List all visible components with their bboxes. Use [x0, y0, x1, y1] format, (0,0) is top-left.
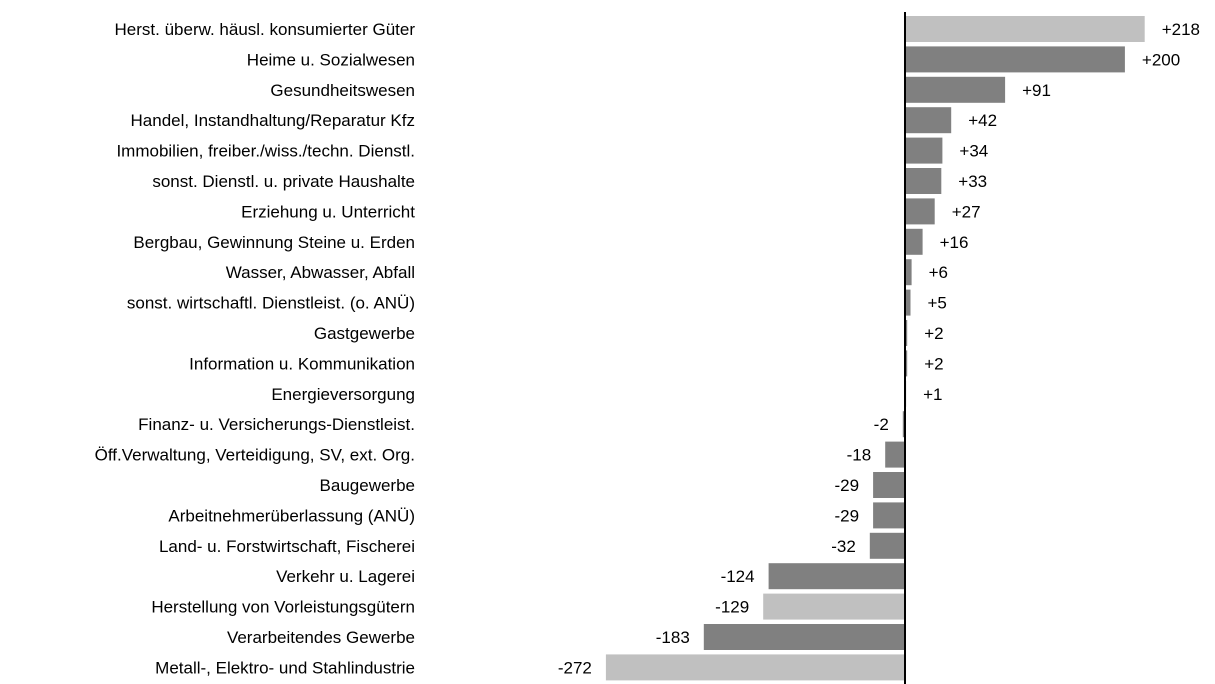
value-label-sonst-dienstl-u-private-haushalte: +33	[958, 172, 987, 191]
value-label-sonst-wirtschaftl-dienstleist-o-anue: +5	[928, 294, 947, 313]
category-label-herst-ueberw-haeusl-konsumierter-gueter: Herst. überw. häusl. konsumierter Güter	[115, 20, 416, 39]
bar-land-u-forstwirtschaft-fischerei	[869, 532, 905, 559]
bar-herst-ueberw-haeusl-konsumierter-gueter	[905, 16, 1145, 42]
value-label-arbeitnehmerueberlassung-anue: -29	[835, 506, 860, 525]
bar-oeff-verwaltung-verteidigung-sv-ext-org	[885, 441, 905, 468]
bar-baugewerbe	[873, 472, 905, 498]
category-label-finanz-u-versicherungs-dienstleist: Finanz- u. Versicherungs-Dienstleist.	[138, 415, 415, 434]
value-label-verkehr-u-lagerei: -124	[721, 567, 755, 586]
category-label-land-u-forstwirtschaft-fischerei: Land- u. Forstwirtschaft, Fischerei	[159, 537, 415, 556]
bar-heime-u-sozialwesen	[905, 46, 1125, 73]
bars-group	[605, 16, 1145, 681]
bar-sonst-wirtschaftl-dienstleist-o-anue	[905, 289, 911, 316]
value-label-land-u-forstwirtschaft-fischerei: -32	[831, 537, 856, 556]
category-label-information-u-kommunikation: Information u. Kommunikation	[189, 354, 415, 373]
value-label-handel-instandhaltung-reparatur-kfz: +42	[968, 111, 997, 130]
category-label-energieversorgung: Energieversorgung	[271, 385, 415, 404]
bar-wasser-abwasser-abfall	[905, 259, 912, 286]
category-labels: Herst. überw. häusl. konsumierter Güter H…	[95, 20, 416, 677]
value-label-wasser-abwasser-abfall: +6	[929, 263, 948, 282]
bar-arbeitnehmerueberlassung-anue	[873, 502, 905, 529]
bar-bergbau-gewinnung-steine-u-erden	[905, 228, 923, 255]
value-labels: +218+200+91+42+34+33+27+16+6+5+2+2+1-2-1…	[558, 20, 1200, 677]
value-label-immobilien-freiber-wiss-techn-dienstl: +34	[959, 142, 988, 161]
value-label-finanz-u-versicherungs-dienstleist: -2	[874, 415, 889, 434]
bar-gesundheitswesen	[905, 76, 1006, 103]
value-label-oeff-verwaltung-verteidigung-sv-ext-org: -18	[847, 446, 872, 465]
bar-verkehr-u-lagerei	[768, 563, 905, 590]
value-label-information-u-kommunikation: +2	[924, 354, 943, 373]
value-label-baugewerbe: -29	[835, 476, 860, 495]
value-label-bergbau-gewinnung-steine-u-erden: +16	[940, 233, 969, 252]
value-label-verarbeitendes-gewerbe: -183	[656, 628, 690, 647]
value-label-herstellung-von-vorleistungsguetern: -129	[715, 598, 749, 617]
category-label-bergbau-gewinnung-steine-u-erden: Bergbau, Gewinnung Steine u. Erden	[133, 233, 415, 252]
category-label-sonst-wirtschaftl-dienstleist-o-anue: sonst. wirtschaftl. Dienstleist. (o. ANÜ…	[127, 294, 415, 313]
bar-finanz-u-versicherungs-dienstleist	[902, 411, 905, 438]
category-label-oeff-verwaltung-verteidigung-sv-ext-org: Öff.Verwaltung, Verteidigung, SV, ext. O…	[95, 446, 415, 465]
value-label-herst-ueberw-haeusl-konsumierter-gueter: +218	[1162, 20, 1200, 39]
bar-gastgewerbe	[905, 320, 908, 346]
category-label-arbeitnehmerueberlassung-anue: Arbeitnehmerüberlassung (ANÜ)	[168, 506, 415, 525]
category-label-gesundheitswesen: Gesundheitswesen	[270, 81, 415, 100]
category-label-handel-instandhaltung-reparatur-kfz: Handel, Instandhaltung/Reparatur Kfz	[131, 111, 415, 130]
bar-sonst-dienstl-u-private-haushalte	[905, 168, 942, 194]
value-label-gesundheitswesen: +91	[1022, 81, 1051, 100]
value-label-erziehung-u-unterricht: +27	[952, 202, 981, 221]
value-label-gastgewerbe: +2	[924, 324, 943, 343]
category-label-baugewerbe: Baugewerbe	[320, 476, 415, 495]
category-label-metall-elektro-und-stahlindustrie: Metall-, Elektro- und Stahlindustrie	[155, 658, 415, 677]
category-label-sonst-dienstl-u-private-haushalte: sonst. Dienstl. u. private Haushalte	[152, 172, 415, 191]
bar-herstellung-von-vorleistungsguetern	[763, 593, 905, 620]
value-label-energieversorgung: +1	[923, 385, 942, 404]
category-label-immobilien-freiber-wiss-techn-dienstl: Immobilien, freiber./wiss./techn. Dienst…	[116, 142, 415, 161]
category-label-gastgewerbe: Gastgewerbe	[314, 324, 415, 343]
value-label-heime-u-sozialwesen: +200	[1142, 50, 1180, 69]
category-label-heime-u-sozialwesen: Heime u. Sozialwesen	[247, 50, 415, 69]
value-label-metall-elektro-und-stahlindustrie: -272	[558, 658, 592, 677]
bar-information-u-kommunikation	[905, 350, 908, 377]
category-label-verkehr-u-lagerei: Verkehr u. Lagerei	[276, 567, 415, 586]
category-label-erziehung-u-unterricht: Erziehung u. Unterricht	[241, 202, 415, 221]
category-label-verarbeitendes-gewerbe: Verarbeitendes Gewerbe	[227, 628, 415, 647]
bar-verarbeitendes-gewerbe	[703, 624, 905, 650]
bar-erziehung-u-unterricht	[905, 198, 935, 225]
category-label-wasser-abwasser-abfall: Wasser, Abwasser, Abfall	[226, 263, 415, 282]
bar-immobilien-freiber-wiss-techn-dienstl	[905, 137, 943, 164]
bar-metall-elektro-und-stahlindustrie	[605, 654, 905, 681]
category-label-herstellung-von-vorleistungsguetern: Herstellung von Vorleistungsgütern	[151, 598, 415, 617]
bar-handel-instandhaltung-reparatur-kfz	[905, 107, 952, 134]
